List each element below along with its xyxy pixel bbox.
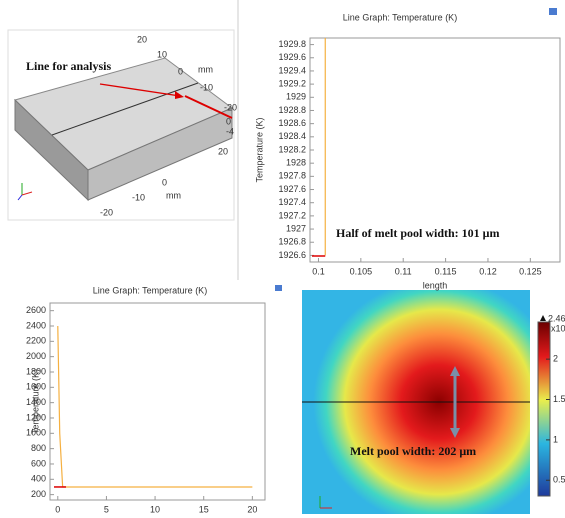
x-tick-label: 5 bbox=[104, 504, 109, 514]
axis-tick: 0 bbox=[226, 116, 231, 126]
y-tick-label: 2000 bbox=[26, 351, 46, 361]
colorbar-unit: x10³ bbox=[551, 323, 565, 333]
axis-tick: 0 bbox=[178, 66, 183, 76]
axis-tick: -4 bbox=[226, 126, 234, 136]
y-tick-label: 1929.6 bbox=[278, 52, 306, 62]
axis-unit: mm bbox=[166, 190, 181, 200]
colorbar-tick-label: 1 bbox=[553, 434, 558, 444]
axis-tick: -10 bbox=[132, 192, 145, 202]
plot-area bbox=[50, 303, 265, 500]
y-tick-label: 1929.8 bbox=[278, 39, 306, 49]
axis-tick: -20 bbox=[224, 102, 237, 112]
heatmap-annotation: Melt pool width: 202 μm bbox=[350, 444, 476, 458]
x-tick-label: 0.115 bbox=[435, 266, 457, 276]
x-tick-label: 0.12 bbox=[479, 266, 497, 276]
x-tick-label: 10 bbox=[150, 504, 160, 514]
y-tick-label: 1929.4 bbox=[278, 65, 306, 75]
colorbar-tick-label: 0.5 bbox=[553, 475, 565, 485]
y-tick-label: 1200 bbox=[26, 412, 46, 422]
panel-icon bbox=[549, 8, 557, 15]
axis-tick: 20 bbox=[218, 146, 228, 156]
model-annotation: Line for analysis bbox=[26, 59, 111, 73]
y-tick-label: 2600 bbox=[26, 305, 46, 315]
y-tick-label: 1926.6 bbox=[278, 250, 306, 260]
y-tick-label: 200 bbox=[31, 489, 46, 499]
axis-tick: 20 bbox=[137, 34, 147, 44]
x-tick-label: 0 bbox=[55, 504, 60, 514]
y-tick-label: 1928.4 bbox=[278, 131, 306, 141]
y-tick-label: 1928 bbox=[286, 158, 306, 168]
y-tick-label: 1928.2 bbox=[278, 144, 306, 154]
y-tick-label: 1927 bbox=[286, 223, 306, 233]
x-axis-label: length bbox=[423, 280, 448, 290]
axis-tick: 10 bbox=[157, 49, 167, 59]
y-tick-label: 1927.6 bbox=[278, 184, 306, 194]
y-axis-label: Temperature (K) bbox=[254, 117, 264, 182]
axis-tick: 0 bbox=[162, 177, 167, 187]
y-tick-label: 1927.8 bbox=[278, 171, 306, 181]
x-tick-label: 0.11 bbox=[395, 266, 412, 276]
axis-tick: -10 bbox=[200, 82, 213, 92]
chart-annotation: Half of melt pool width: 101 μm bbox=[336, 226, 499, 240]
y-tick-label: 1929.2 bbox=[278, 78, 306, 88]
axis-unit: mm bbox=[198, 64, 213, 74]
panel-icon bbox=[275, 285, 282, 291]
x-tick-label: 0.105 bbox=[350, 266, 373, 276]
axis-tick: -20 bbox=[100, 207, 113, 217]
y-tick-label: 1000 bbox=[26, 428, 46, 438]
colorbar-tick-label: 1.5 bbox=[553, 394, 565, 404]
max-marker bbox=[540, 315, 546, 321]
y-tick-label: 1927.2 bbox=[278, 210, 306, 220]
y-tick-label: 1929 bbox=[286, 92, 306, 102]
y-tick-label: 1926.8 bbox=[278, 237, 306, 247]
chart-title: Line Graph: Temperature (K) bbox=[343, 12, 457, 22]
y-tick-label: 1400 bbox=[26, 397, 46, 407]
y-tick-label: 2400 bbox=[26, 320, 46, 330]
y-tick-label: 800 bbox=[31, 443, 46, 453]
colorbar bbox=[538, 322, 550, 496]
y-tick-label: 400 bbox=[31, 474, 46, 484]
x-tick-label: 0.1 bbox=[312, 266, 325, 276]
x-tick-label: 0.125 bbox=[519, 266, 542, 276]
chart-title: Line Graph: Temperature (K) bbox=[93, 285, 207, 295]
y-tick-label: 2200 bbox=[26, 336, 46, 346]
y-tick-label: 600 bbox=[31, 458, 46, 468]
y-tick-label: 1600 bbox=[26, 382, 46, 392]
y-tick-label: 1928.6 bbox=[278, 118, 306, 128]
colorbar-tick-label: 2 bbox=[553, 354, 558, 364]
x-tick-label: 15 bbox=[199, 504, 209, 514]
y-tick-label: 1928.8 bbox=[278, 105, 306, 115]
figure: Line for analysis 20 10 0 -10 mm -20 0 -… bbox=[0, 0, 565, 518]
x-tick-label: 20 bbox=[247, 504, 257, 514]
y-tick-label: 1800 bbox=[26, 366, 46, 376]
y-tick-label: 1927.4 bbox=[278, 197, 306, 207]
